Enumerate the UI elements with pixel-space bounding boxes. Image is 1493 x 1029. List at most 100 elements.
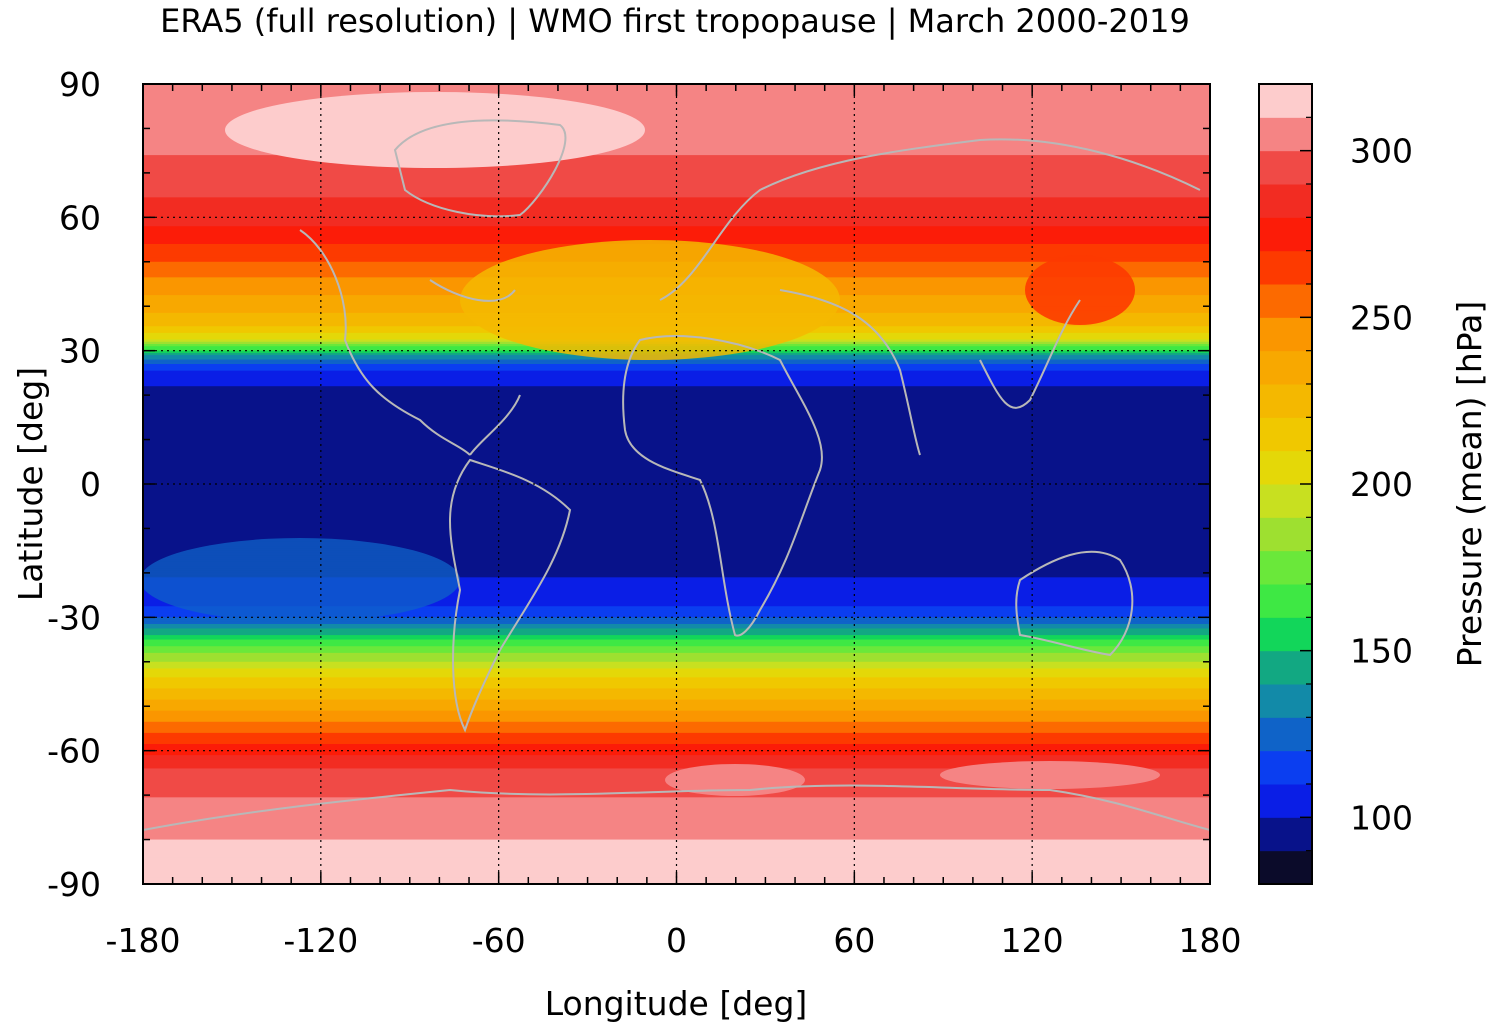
heatmap-band (143, 724, 1210, 727)
coastline-greenland (393, 119, 567, 218)
colorbar-level (1259, 150, 1312, 185)
heatmap-band (143, 655, 1210, 658)
heatmap-band (143, 748, 1210, 752)
heatmap-band (143, 579, 1210, 583)
heatmap-band (143, 619, 1210, 623)
heatmap-band (143, 852, 1210, 856)
heatmap-band (143, 164, 1210, 167)
heatmap-band (143, 752, 1210, 756)
heatmap-band (143, 704, 1210, 707)
heatmap-band (143, 417, 1210, 421)
heatmap-band (143, 686, 1210, 690)
heatmap-band (143, 795, 1210, 798)
colorbar-level (1259, 784, 1312, 818)
heatmap-band (143, 512, 1210, 516)
heatmap-band (143, 637, 1210, 641)
antarctic-patch-2 (940, 761, 1160, 789)
heatmap-band (143, 399, 1210, 403)
heatmap-band (143, 535, 1210, 538)
y-tick-label: -60 (47, 732, 101, 771)
heatmap-band (143, 184, 1210, 187)
heatmap-band (143, 706, 1210, 710)
colorbar-level (1259, 350, 1312, 385)
heatmap-band (143, 428, 1210, 432)
y-tick-label: 60 (59, 198, 101, 237)
heatmap-band (143, 650, 1210, 654)
heatmap-band (143, 604, 1210, 607)
heatmap-band (143, 697, 1210, 701)
coastline-australia (1015, 550, 1134, 657)
heatmap-band (143, 464, 1210, 467)
heatmap-band (143, 388, 1210, 392)
heatmap-band (143, 566, 1210, 570)
regional-features (143, 92, 1160, 796)
colorbar-level (1259, 184, 1312, 218)
heatmap-band (143, 226, 1210, 230)
heatmap-band (143, 764, 1210, 767)
heatmap-band (143, 115, 1210, 118)
heatmap-band (143, 166, 1210, 170)
heatmap-band (143, 121, 1210, 125)
heatmap-band (143, 835, 1210, 838)
heatmap-band (143, 379, 1210, 383)
heatmap-band (143, 824, 1210, 827)
heatmap-band (143, 466, 1210, 470)
heatmap-band (143, 788, 1210, 792)
colorbar-tick-label: 250 (1350, 298, 1413, 337)
heatmap-band (143, 397, 1210, 401)
colorbar-level (1259, 584, 1312, 618)
heatmap-band (143, 524, 1210, 527)
heatmap-band (143, 615, 1210, 618)
colorbar-ticks: 300 250 200 150 100 (1300, 116, 1413, 852)
heatmap-band (143, 446, 1210, 450)
colorbar-level (1259, 450, 1312, 485)
east-asia-trough-patch (1025, 255, 1135, 325)
colorbar-level (1259, 817, 1312, 852)
heatmap-band (143, 152, 1210, 156)
colorbar-frame (1258, 83, 1313, 885)
heatmap-band (143, 586, 1210, 590)
north-atlantic-ridge-patch (460, 240, 840, 360)
heatmap-band (143, 159, 1210, 163)
heatmap-band (143, 552, 1210, 556)
heatmap-band (143, 548, 1210, 552)
heatmap-band (143, 741, 1210, 745)
heatmap-band (143, 117, 1210, 121)
heatmap-band (143, 859, 1210, 863)
heatmap-band (143, 135, 1210, 138)
heatmap-band (143, 750, 1210, 754)
heatmap-band (143, 390, 1210, 394)
colorbar-level (1259, 250, 1312, 285)
heatmap-band (143, 608, 1210, 612)
heatmap-band (143, 224, 1210, 227)
heatmap-band (143, 692, 1210, 696)
colorbar-tick-label: 300 (1350, 132, 1413, 171)
heatmap-band (143, 826, 1210, 830)
heatmap-band (143, 124, 1210, 127)
colorbar-level (1259, 384, 1312, 418)
heatmap-band (143, 728, 1210, 732)
heatmap-band (143, 448, 1210, 452)
heatmap-plot (142, 83, 1211, 885)
heatmap-band (143, 106, 1210, 110)
heatmap-band (143, 410, 1210, 414)
heatmap-band (143, 201, 1210, 205)
heatmap-band (143, 104, 1210, 107)
heatmap-band (143, 632, 1210, 636)
heatmap-band (143, 792, 1210, 796)
colorbar-level (1259, 717, 1312, 752)
heatmap-band (143, 506, 1210, 510)
x-tick-label: 120 (1001, 921, 1064, 960)
y-axis-ticks: 90 60 30 0 -30 -60 -90 (47, 65, 101, 904)
heatmap-band (143, 375, 1210, 378)
heatmap-band (143, 435, 1210, 438)
heatmap-band (143, 212, 1210, 216)
chart-title: ERA5 (full resolution) | WMO first tropo… (160, 2, 1190, 40)
plot-frame (142, 83, 1211, 885)
heatmap-band (143, 157, 1210, 161)
heatmap-band (143, 192, 1210, 196)
heatmap-band (143, 855, 1210, 858)
grid-lines (143, 84, 1210, 884)
x-tick-label: -60 (472, 921, 526, 960)
heatmap-band (143, 568, 1210, 572)
